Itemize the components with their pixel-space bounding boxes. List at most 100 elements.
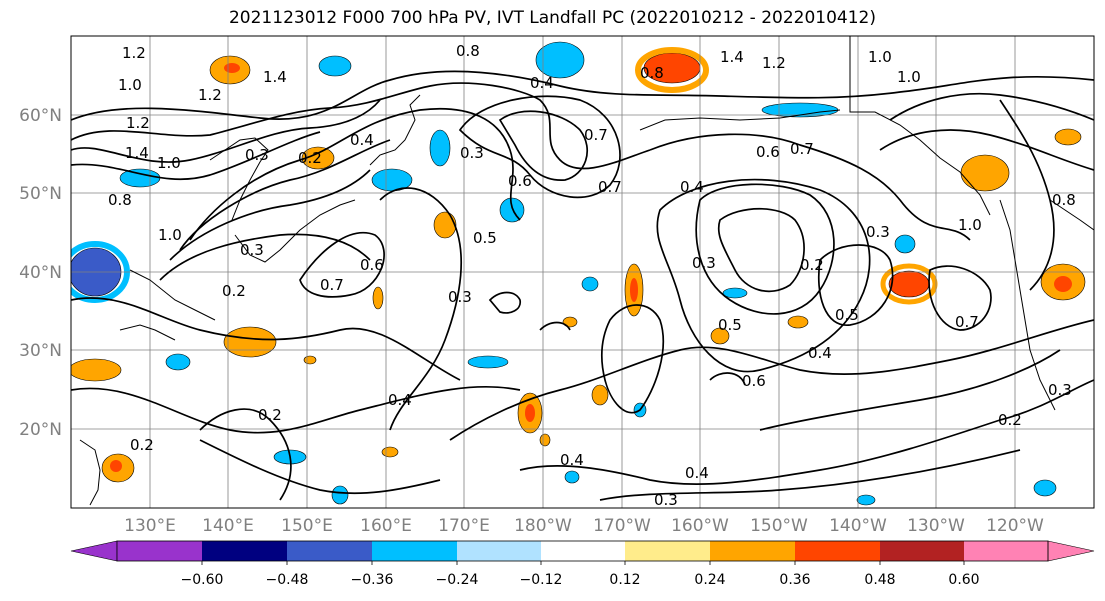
contour-label: 0.5: [835, 306, 859, 324]
colorbar-segment-4: [372, 541, 457, 561]
lon-label: 160°W: [671, 516, 729, 536]
contour-label: 0.3: [245, 146, 269, 164]
shaded-patches: [71, 41, 1086, 506]
contour-label: 0.4: [680, 178, 704, 196]
colorbar-tick-label: 0.12: [609, 572, 640, 588]
contour-label: 1.2: [126, 114, 150, 132]
contour-labels: 1.2 1.0 1.4 1.2 0.8 1.4 1.0 1.2 0.8 1.0 …: [108, 42, 1076, 509]
colorbar-tick-label: 0.36: [779, 572, 810, 588]
colorbar-segment-7: [625, 541, 710, 561]
lat-label: 60°N: [19, 106, 62, 126]
colorbar-segment-6: [541, 541, 625, 561]
colorbar-tick-label: −0.48: [266, 572, 309, 588]
contour-label: 0.6: [360, 256, 384, 274]
lon-label: 150°W: [750, 516, 808, 536]
lon-label: 140°E: [202, 516, 254, 536]
contour-label: 0.4: [530, 74, 554, 92]
contour-label: 1.0: [158, 226, 182, 244]
colorbar-tick-label: 0.24: [694, 572, 725, 588]
pv-contours: [71, 70, 1094, 501]
longitude-labels: 130°E 140°E 150°E 160°E 170°E 180°W 170°…: [124, 516, 1044, 536]
contour-label: 0.4: [685, 464, 709, 482]
lon-label: 150°E: [281, 516, 333, 536]
colorbar-frame: [116, 540, 1049, 562]
contour-label: 0.2: [258, 406, 282, 424]
contour-label: 0.3: [460, 144, 484, 162]
map-frame: [70, 35, 1095, 509]
lon-label: 140°W: [829, 516, 887, 536]
contour-label: 0.4: [560, 451, 584, 469]
colorbar-segment-8: [710, 541, 795, 561]
contour-label: 0.3: [448, 288, 472, 306]
contour-label: 0.6: [756, 143, 780, 161]
contour-label: 0.8: [456, 42, 480, 60]
contour-label: 0.2: [298, 149, 322, 167]
contour-label: 0.4: [388, 391, 412, 409]
contour-label: 0.7: [598, 178, 622, 196]
colorbar-tick-label: −0.36: [351, 572, 394, 588]
contour-label: 0.3: [240, 241, 264, 259]
contour-label: 0.2: [800, 256, 824, 274]
contour-label: 0.2: [998, 411, 1022, 429]
colorbar-tick-label: −0.12: [520, 572, 563, 588]
colorbar-tick-label: −0.60: [181, 572, 224, 588]
contour-label: 0.8: [640, 64, 664, 82]
colorbar: −0.60 −0.48 −0.36 −0.24 −0.12 0.12 0.24 …: [70, 540, 1095, 588]
contour-label: 0.3: [654, 491, 678, 509]
contour-label: 1.0: [868, 48, 892, 66]
coastlines: [79, 36, 1094, 506]
contour-label: 0.6: [508, 172, 532, 190]
contour-label: 1.4: [125, 144, 149, 162]
contour-label: 0.7: [320, 276, 344, 294]
lon-label: 170°E: [438, 516, 490, 536]
lon-label: 130°W: [907, 516, 965, 536]
contour-label: 0.2: [222, 282, 246, 300]
colorbar-segment-3: [287, 541, 372, 561]
lat-label: 20°N: [19, 420, 62, 440]
contour-label: 0.5: [473, 229, 497, 247]
lat-label: 40°N: [19, 263, 62, 283]
contour-label: 1.0: [157, 154, 181, 172]
contour-label: 0.8: [108, 191, 132, 209]
contour-label: 0.3: [692, 254, 716, 272]
colorbar-segment-0: [70, 540, 118, 562]
contour-label: 1.4: [263, 68, 287, 86]
map-title: 2021123012 F000 700 hPa PV, IVT Landfall…: [228, 8, 876, 28]
contour-label: 1.0: [897, 68, 921, 86]
contour-label: 1.2: [122, 44, 146, 62]
contour-label: 0.4: [350, 131, 374, 149]
contour-label: 1.0: [118, 76, 142, 94]
colorbar-segment-9: [795, 541, 880, 561]
colorbar-segment-11: [964, 541, 1048, 561]
contour-label: 0.4: [808, 344, 832, 362]
colorbar-ticks: [201, 561, 965, 565]
colorbar-segment-1: [117, 541, 202, 561]
contour-label: 0.8: [1052, 191, 1076, 209]
colorbar-tick-label: −0.24: [436, 572, 479, 588]
lon-label: 160°E: [360, 516, 412, 536]
contour-label: 0.7: [584, 126, 608, 144]
lon-label: 180°W: [514, 516, 572, 536]
colorbar-segment-12: [1047, 540, 1095, 562]
contour-label: 0.5: [718, 316, 742, 334]
contour-label: 1.2: [762, 54, 786, 72]
contour-label: 1.2: [198, 86, 222, 104]
contour-label: 0.3: [1048, 381, 1072, 399]
contour-label: 0.3: [866, 223, 890, 241]
latitude-labels: 60°N 50°N 40°N 30°N 20°N: [19, 106, 62, 440]
colorbar-segment-5: [457, 541, 541, 561]
colorbar-tick-label: 0.60: [948, 572, 979, 588]
contour-label: 1.0: [958, 216, 982, 234]
lat-label: 50°N: [19, 184, 62, 204]
lat-label: 30°N: [19, 341, 62, 361]
contour-label: 0.7: [790, 140, 814, 158]
lon-label: 120°W: [986, 516, 1044, 536]
colorbar-segment-2: [202, 541, 287, 561]
lon-label: 130°E: [124, 516, 176, 536]
lon-label: 170°W: [593, 516, 651, 536]
contour-label: 0.2: [130, 436, 154, 454]
contour-label: 0.6: [742, 372, 766, 390]
colorbar-tick-label: 0.48: [864, 572, 895, 588]
contour-label: 1.4: [720, 48, 744, 66]
